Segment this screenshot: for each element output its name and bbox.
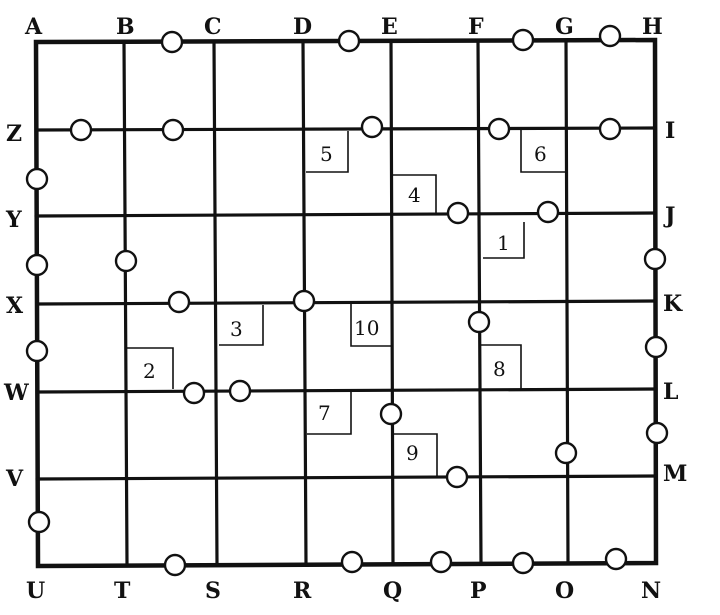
door-circle	[69, 118, 93, 142]
horizontal-lines	[34, 126, 658, 481]
door-circle	[163, 553, 187, 577]
room-box-9: 9	[393, 433, 438, 476]
door-circle	[25, 339, 49, 363]
door-circle	[446, 201, 470, 225]
label-k: K	[663, 291, 683, 317]
label-w: W	[3, 380, 29, 406]
door-circle	[160, 30, 184, 54]
door-circle	[598, 24, 622, 48]
label-m: M	[663, 461, 687, 487]
door-circle	[554, 441, 578, 465]
label-u: U	[26, 578, 45, 604]
door-circle	[228, 379, 252, 403]
label-q: Q	[383, 578, 402, 604]
door-circle	[25, 167, 49, 191]
horizontal-line-v-m	[35, 474, 658, 481]
label-h: H	[642, 14, 663, 40]
label-s: S	[205, 578, 221, 604]
room-box-6: 6	[520, 130, 566, 173]
room-number-5: 5	[320, 142, 333, 166]
door-circle	[604, 547, 628, 571]
room-number-6: 6	[534, 142, 547, 166]
room-box-8: 8	[481, 344, 522, 389]
left-labels: Z Y X W V	[3, 121, 29, 492]
door-circle	[27, 510, 51, 534]
label-b: B	[116, 14, 135, 40]
label-g: G	[555, 14, 574, 40]
room-number-4: 4	[408, 183, 421, 207]
label-t: T	[114, 578, 131, 604]
door-circle	[182, 381, 206, 405]
room-number-10: 10	[354, 316, 379, 340]
room-number-1: 1	[497, 231, 510, 255]
room-box-5: 5	[306, 131, 349, 173]
horizontal-line-z-i	[34, 126, 657, 132]
door-circle	[511, 551, 535, 575]
door-circle	[167, 290, 191, 314]
label-o: O	[555, 578, 574, 604]
room-boxes: 1 2 3 4 5 6 7 8	[127, 130, 566, 476]
right-labels: I J K L M	[663, 118, 687, 487]
room-box-1: 1	[483, 222, 525, 259]
label-e: E	[381, 14, 398, 40]
room-number-2: 2	[143, 359, 156, 383]
door-circle	[445, 465, 469, 489]
horizontal-line-y-j	[34, 211, 657, 218]
room-box-3: 3	[219, 305, 264, 346]
room-box-7: 7	[307, 392, 352, 435]
label-l: L	[663, 379, 678, 405]
label-d: D	[293, 14, 312, 40]
door-circle	[487, 117, 511, 141]
room-box-2: 2	[127, 347, 174, 389]
door-circle	[340, 550, 364, 574]
door-circle	[598, 117, 622, 141]
door-circle	[511, 28, 535, 52]
door-circle	[379, 402, 403, 426]
door-circles	[25, 24, 669, 577]
label-p: P	[470, 578, 487, 604]
label-r: R	[293, 578, 312, 604]
bottom-labels: U T S R Q P O N	[26, 578, 661, 604]
door-circle	[337, 29, 361, 53]
room-number-9: 9	[406, 441, 419, 465]
door-circle	[161, 118, 185, 142]
door-circle	[25, 253, 49, 277]
room-number-3: 3	[230, 317, 243, 341]
label-f: F	[468, 14, 484, 40]
label-n: N	[641, 578, 661, 604]
label-z: Z	[6, 121, 22, 147]
label-x: X	[6, 293, 24, 319]
door-circle	[114, 249, 138, 273]
horizontal-line-x-k	[35, 299, 657, 306]
room-number-8: 8	[493, 357, 506, 381]
room-box-4: 4	[393, 174, 437, 214]
label-j: J	[663, 203, 675, 229]
door-circle	[360, 115, 384, 139]
room-box-10: 10	[350, 303, 393, 347]
label-y: Y	[5, 207, 22, 233]
label-i: I	[665, 118, 675, 144]
label-v: V	[5, 466, 24, 492]
door-circle	[643, 247, 667, 271]
door-circle	[292, 289, 316, 313]
door-circle	[645, 421, 669, 445]
room-number-7: 7	[318, 401, 331, 425]
door-circle	[467, 310, 491, 334]
horizontal-line-w-l	[35, 387, 658, 394]
top-labels: A B C D E F G H	[24, 14, 663, 40]
door-circle	[644, 335, 668, 359]
door-circle	[536, 200, 560, 224]
door-circle	[429, 550, 453, 574]
label-a: A	[24, 14, 43, 40]
label-c: C	[204, 14, 222, 40]
